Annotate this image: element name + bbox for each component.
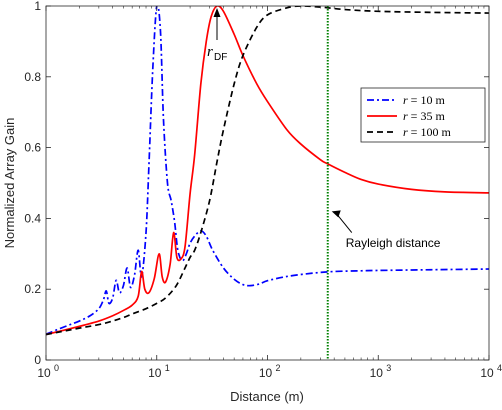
legend-box (360, 87, 486, 143)
x-tick-exponent: 3 (386, 363, 391, 373)
x-tick-label: 10 (480, 366, 494, 380)
legend-label-3: r = 100 m (403, 125, 451, 139)
x-tick-exponent: 4 (497, 363, 502, 373)
y-tick-label: 0.6 (24, 141, 41, 155)
y-axis-title: Normalized Array Gain (2, 118, 17, 249)
rdf-arrow-head (213, 8, 221, 17)
x-tick-exponent: 2 (276, 363, 281, 373)
x-tick-label: 10 (370, 366, 384, 380)
rdf-label: r (207, 44, 213, 60)
series-line-2 (46, 6, 489, 336)
y-tick-label: 0 (34, 353, 41, 367)
legend-label-2: r = 35 m (403, 109, 445, 123)
x-tick-exponent: 1 (165, 363, 170, 373)
rdf-label-subscript: DF (214, 52, 227, 63)
x-tick-label: 10 (259, 366, 273, 380)
annotation-layer: r DF Rayleigh distance (207, 8, 441, 250)
x-tick-exponent: 0 (54, 363, 59, 373)
x-axis-title: Distance (m) (230, 389, 304, 404)
rayleigh-arrow-head (331, 210, 341, 218)
y-tick-label: 0.4 (24, 211, 41, 225)
legend: r = 10 m r = 35 m r = 100 m (360, 87, 486, 143)
legend-label-1: r = 10 m (403, 93, 445, 107)
ticks-layer: 10 0 10 1 10 2 10 3 10 400.20.40.60.81 (24, 0, 502, 380)
y-tick-label: 0.8 (24, 70, 41, 84)
rayleigh-label: Rayleigh distance (346, 236, 441, 250)
y-tick-label: 1 (34, 0, 41, 13)
x-tick-label: 10 (37, 366, 51, 380)
series-line-1 (46, 6, 489, 335)
x-tick-label: 10 (148, 366, 162, 380)
y-tick-label: 0.2 (24, 282, 41, 296)
